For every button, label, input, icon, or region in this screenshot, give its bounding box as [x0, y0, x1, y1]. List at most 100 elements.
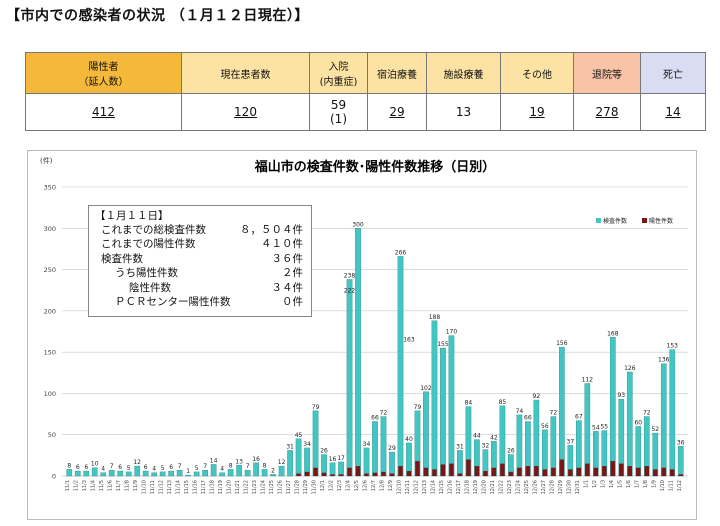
y-tick-label: 100 — [44, 390, 56, 398]
info-box-label: うち陽性件数 — [115, 267, 178, 280]
summary-value: 13 — [455, 105, 472, 119]
page-title: 【市内での感染者の状況 （１月１２日現在）】 — [6, 8, 309, 24]
x-tick-label: 12/17 — [456, 480, 462, 494]
bar-value-label: 14 — [210, 457, 218, 464]
bar-tests — [117, 470, 124, 477]
bar-tests — [677, 446, 684, 477]
bar-tests — [372, 421, 378, 477]
summary-header-cell: その他 — [500, 52, 574, 94]
summary-header-cell: 宿泊療養 — [367, 52, 427, 94]
bar-value-label: 72 — [550, 410, 558, 417]
bar-value-label: 12 — [133, 459, 141, 466]
x-tick-label: 12/26 — [532, 480, 538, 494]
bar-tests — [159, 471, 166, 477]
legend-label: 検査件数 — [603, 217, 627, 225]
bar-value-label: 66 — [524, 415, 532, 422]
bar-positive — [296, 473, 301, 476]
x-tick-label: 12/6 — [363, 480, 369, 491]
bar-tests — [457, 450, 463, 477]
y-tick-label: 250 — [44, 266, 56, 274]
bar-value-label: 26 — [507, 448, 515, 455]
bar-tests — [210, 464, 217, 477]
bar-value-label: 40 — [405, 436, 413, 443]
y-tick-label: 350 — [44, 184, 56, 192]
info-box-value: ３４件 — [271, 281, 304, 294]
bar-positive — [338, 474, 344, 476]
info-box-value: ０件 — [282, 296, 303, 308]
bar-value-label: 93 — [617, 392, 625, 399]
bar-tests — [363, 447, 370, 477]
summary-header-label: (内重症) — [319, 77, 358, 88]
bar-positive — [466, 459, 471, 476]
x-tick-label: 1/11 — [668, 480, 674, 491]
bar-value-label: 34 — [303, 441, 311, 448]
bar-positive — [364, 473, 369, 476]
bar-positive — [474, 466, 480, 476]
bar-positive — [593, 467, 599, 476]
summary-header-label: 施設療養 — [443, 69, 484, 81]
info-box-value: ４１０件 — [261, 238, 303, 251]
x-tick-label: 1/9 — [651, 480, 657, 488]
x-tick-label: 1/1 — [583, 480, 589, 488]
bar-value-label: 13 — [235, 458, 243, 465]
bar-tests — [542, 429, 548, 477]
bar-tests — [193, 471, 200, 477]
bar-positive — [610, 461, 616, 476]
x-tick-label: 1/12 — [677, 480, 683, 491]
bar-positive — [661, 467, 666, 476]
x-tick-label: 1/5 — [617, 480, 623, 488]
x-tick-label: 11/7 — [116, 480, 122, 491]
x-tick-label: 12/28 — [549, 480, 555, 494]
x-tick-label: 11/30 — [312, 480, 318, 494]
bar-value-label: 4 — [220, 466, 224, 473]
bar-value-label: 153 — [667, 343, 679, 350]
bar-value-label: 67 — [575, 414, 583, 421]
x-tick-label: 1/4 — [609, 480, 615, 488]
bar-positive — [517, 467, 522, 476]
bar-value-label: 188 — [429, 314, 441, 321]
bar-tests — [202, 470, 208, 477]
summary-value: 29 — [389, 105, 405, 119]
x-tick-label: 12/21 — [490, 480, 496, 494]
summary-header-label: 入院 — [328, 62, 349, 73]
bar-tests — [176, 470, 183, 477]
x-tick-label: 12/11 — [405, 480, 411, 494]
bar-tests — [227, 469, 234, 477]
x-tick-label: 12/2 — [329, 480, 335, 491]
bar-positive — [415, 461, 420, 476]
bar-positive — [304, 471, 310, 476]
bar-tests — [669, 349, 676, 477]
x-tick-label: 1/10 — [660, 480, 666, 491]
bar-value-label: 7 — [178, 463, 182, 470]
x-tick-label: 11/23 — [252, 480, 258, 494]
legend-swatch — [642, 218, 647, 223]
bar-tests — [397, 256, 404, 477]
bar-value-label: 8 — [67, 462, 71, 469]
bar-positive — [406, 471, 412, 476]
y-axis-label: (件) — [40, 156, 53, 165]
bar-value-label: 79 — [414, 404, 422, 411]
x-tick-label: 12/8 — [379, 480, 385, 491]
bar-tests — [448, 335, 455, 477]
bar-positive — [355, 466, 361, 476]
x-tick-label: 11/1 — [65, 480, 71, 491]
bar-value-label: 85 — [499, 399, 507, 406]
bar-value-label: 54 — [592, 424, 600, 431]
bar-tests — [584, 383, 591, 477]
bar-tests — [389, 451, 395, 477]
bar-value-label: 55 — [600, 424, 608, 431]
bar-positive — [619, 463, 624, 476]
x-tick-label: 11/26 — [278, 480, 284, 494]
bar-tests — [576, 420, 582, 477]
bar-tests — [312, 410, 319, 477]
bar-tests — [329, 462, 336, 477]
bar-positive — [321, 472, 327, 476]
x-tick-label: 11/21 — [235, 480, 241, 494]
bar-tests — [108, 470, 115, 477]
bar-positive — [644, 466, 650, 476]
legend-label: 陽性件数 — [649, 217, 673, 225]
bar-tests — [516, 414, 523, 477]
x-tick-label: 11/2 — [74, 480, 80, 491]
bar-value-label: 155 — [437, 341, 449, 348]
x-tick-label: 12/23 — [507, 480, 513, 494]
